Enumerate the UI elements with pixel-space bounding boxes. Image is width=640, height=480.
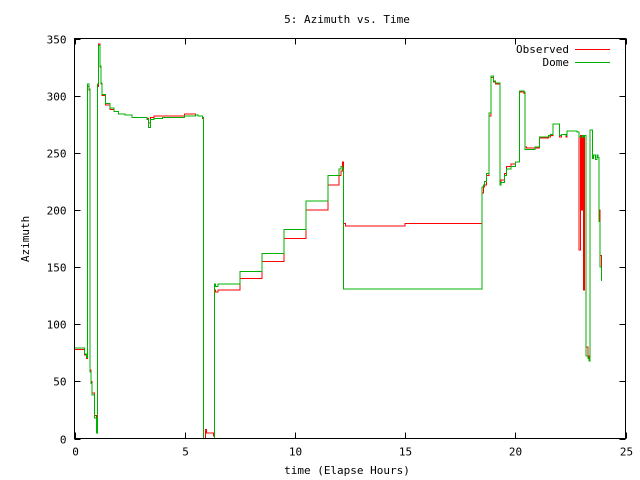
y-tick-label: 100 <box>47 319 67 332</box>
series-line-dome <box>74 44 602 439</box>
x-axis-label: time (Elapse Hours) <box>284 464 410 477</box>
legend: Observed Dome <box>516 43 610 69</box>
series-group <box>74 43 602 439</box>
y-tick-label: 250 <box>47 148 67 161</box>
legend-label-dome: Dome <box>543 56 570 69</box>
series-line-observed <box>74 43 602 439</box>
y-axis-label: Azimuth <box>19 216 32 262</box>
legend-label-observed: Observed <box>516 43 569 56</box>
y-tick-label: 200 <box>47 205 67 218</box>
chart-title: 5: Azimuth vs. Time <box>284 13 410 26</box>
x-tick-label: 0 <box>72 446 79 459</box>
x-tick-label: 25 <box>620 446 633 459</box>
plot-frame <box>74 38 626 439</box>
y-tick-label: 350 <box>47 34 67 47</box>
x-tick-label: 20 <box>509 446 522 459</box>
x-tick-label: 10 <box>289 446 302 459</box>
y-tick-label: 150 <box>47 262 67 275</box>
y-tick-label: 0 <box>60 434 67 447</box>
y-tick-label: 300 <box>47 91 67 104</box>
x-tick-label: 15 <box>399 446 412 459</box>
x-tick-label: 5 <box>182 446 189 459</box>
y-tick-label: 50 <box>53 376 66 389</box>
